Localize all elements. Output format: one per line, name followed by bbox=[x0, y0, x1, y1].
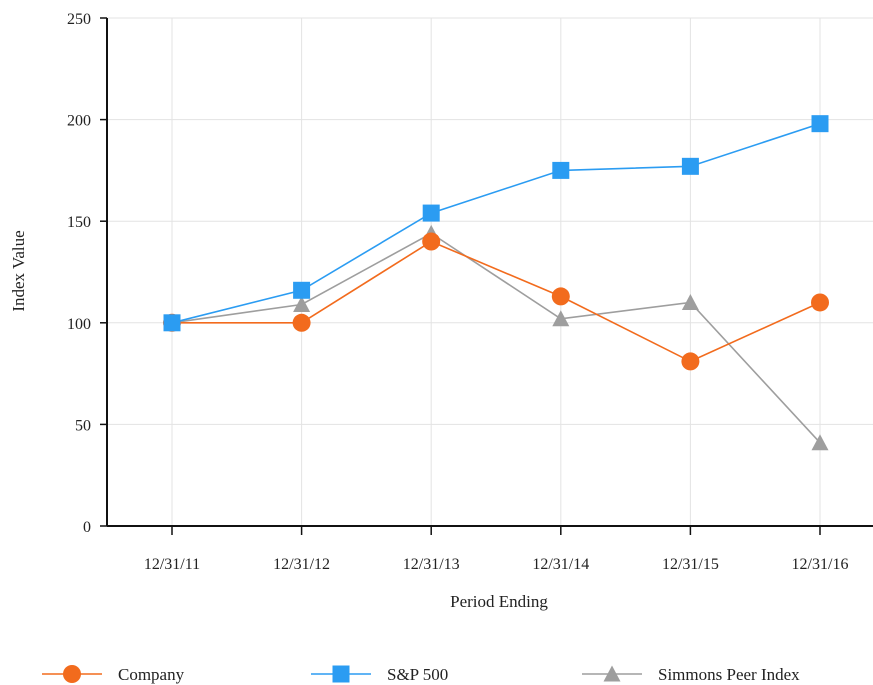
y-tick-label: 50 bbox=[75, 417, 91, 434]
series-simmons-peer-index bbox=[163, 224, 829, 451]
data-point-simmons-peer-index bbox=[681, 293, 699, 310]
data-point-company bbox=[811, 293, 829, 312]
legend-label: Simmons Peer Index bbox=[658, 665, 800, 684]
data-point-company bbox=[551, 287, 570, 306]
y-tick-label: 250 bbox=[67, 11, 91, 28]
y-axis-title: Index Value bbox=[9, 230, 28, 311]
legend-marker bbox=[332, 665, 350, 683]
data-point-simmons-peer-index bbox=[293, 296, 311, 313]
x-tick-label: 12/31/15 bbox=[662, 556, 719, 573]
data-point-simmons-peer-index bbox=[811, 434, 829, 451]
legend-label: Company bbox=[118, 665, 185, 684]
data-point-company bbox=[422, 232, 441, 251]
data-point-s-p-500 bbox=[552, 161, 570, 179]
series-company bbox=[163, 232, 829, 371]
data-point-company bbox=[292, 313, 311, 332]
legend-item-simmons-peer-index: Simmons Peer Index bbox=[582, 665, 800, 684]
x-tick-label: 12/31/12 bbox=[273, 556, 330, 573]
data-point-company bbox=[681, 352, 700, 371]
y-tick-label: 100 bbox=[67, 316, 91, 333]
tick-labels: 0 50 100 150 200 250 12/31/11 12/31/12 12/31/13 1… bbox=[67, 11, 848, 573]
y-tick-label: 150 bbox=[67, 214, 91, 231]
data-point-s-p-500 bbox=[422, 204, 440, 222]
series-line-simmons-peer-index bbox=[171, 232, 821, 444]
series-line-s-p-500 bbox=[171, 122, 821, 324]
legend-item-company: Company bbox=[42, 665, 185, 684]
series-line-company bbox=[172, 240, 821, 363]
data-point-s-p-500 bbox=[681, 157, 699, 175]
y-tick-label: 0 bbox=[83, 519, 91, 536]
legend-marker bbox=[63, 665, 81, 683]
y-tick-label: 200 bbox=[67, 113, 91, 130]
legend: Company S&P 500 Simmons Peer Index bbox=[42, 665, 800, 684]
axes bbox=[100, 17, 873, 535]
x-tick-label: 12/31/11 bbox=[144, 556, 200, 573]
series-s-p-500 bbox=[163, 115, 829, 332]
legend-marker bbox=[603, 665, 621, 682]
x-tick-label: 12/31/14 bbox=[532, 556, 589, 573]
data-point-s-p-500 bbox=[163, 314, 181, 332]
x-tick-label: 12/31/16 bbox=[792, 556, 849, 573]
data-point-s-p-500 bbox=[811, 115, 829, 133]
data-point-simmons-peer-index bbox=[552, 310, 570, 327]
legend-label: S&P 500 bbox=[387, 665, 448, 684]
legend-item-s-p-500: S&P 500 bbox=[311, 665, 448, 684]
x-axis-title: Period Ending bbox=[450, 592, 548, 611]
x-tick-label: 12/31/13 bbox=[403, 556, 460, 573]
data-point-s-p-500 bbox=[293, 281, 311, 299]
series bbox=[163, 115, 829, 451]
